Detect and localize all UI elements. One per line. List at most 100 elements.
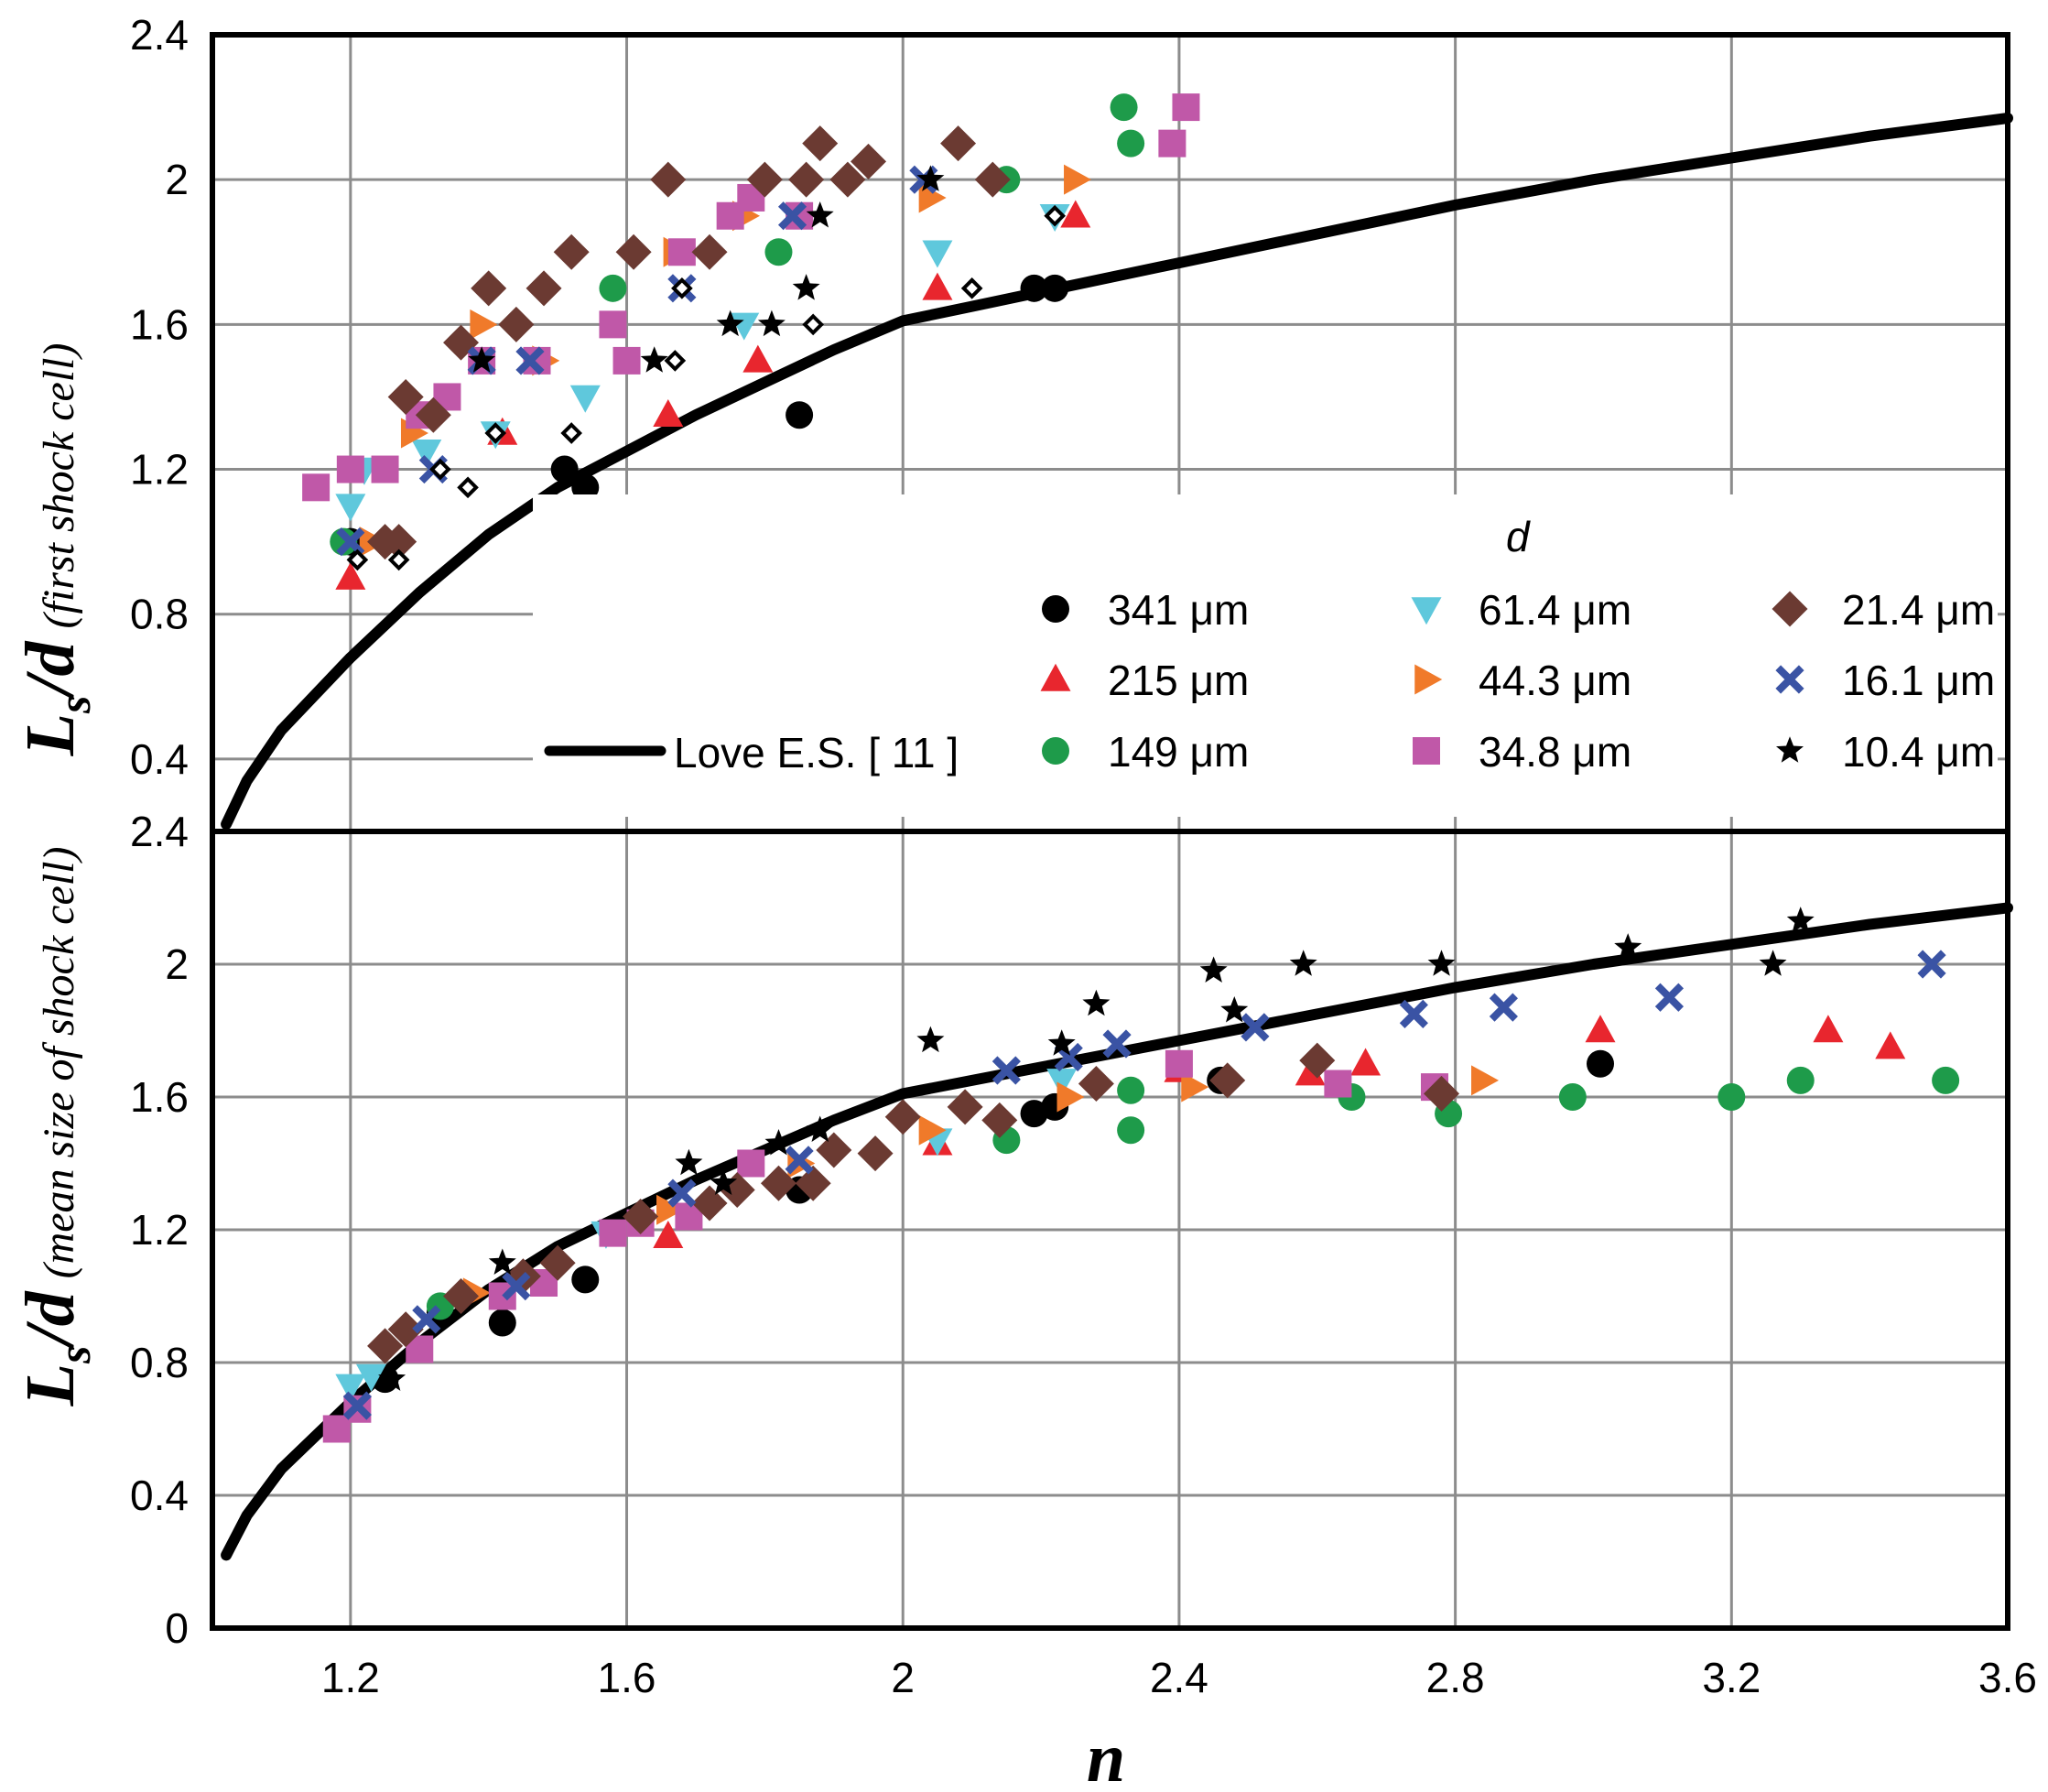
legend-marker-16-1 [1775,665,1804,694]
love-curve-bottom [221,902,2013,1561]
data-point-149 [1786,1066,1815,1094]
data-point-341 [1020,1100,1048,1128]
data-point-61-4 [1046,1069,1078,1097]
y-tick-label: 2.4 [130,808,189,855]
data-point-149 [1932,1066,1960,1094]
data-point-21-4 [381,524,417,560]
data-point-10-4 [1199,956,1228,983]
y-ticks-bottom: 0 0.4 0.8 1.2 1.6 2 2.4 [130,808,189,1652]
data-point-21-4 [553,234,590,270]
legend-label: 44.3 μm [1479,657,1631,704]
data-point-149 [1558,1083,1587,1111]
data-point-149 [599,274,627,302]
data-point-10-4 [468,346,496,373]
data-point-10-4 [1220,996,1249,1023]
data-point-16-1 [1241,1013,1270,1042]
data-point-open-diamonds [671,277,693,299]
y-tick-label: 0 [165,1604,189,1652]
y-tick-label: 0.4 [130,1472,189,1519]
data-point-16-1 [785,1146,814,1175]
plot-frame [210,829,2010,1631]
legend-label: 215 μm [1108,657,1249,704]
data-point-16-1 [1917,950,1946,979]
data-point-21-4 [615,234,652,270]
x-ticks: 1.2 1.6 2 2.4 2.8 3.2 3.6 [321,1654,2037,1701]
data-point-10-4 [1289,950,1317,976]
data-point-21-4 [1424,1075,1460,1112]
data-point-341 [550,455,579,483]
data-point-16-1 [1654,983,1685,1012]
x-tick-label: 1.6 [598,1654,656,1701]
data-point-21-4 [526,270,562,307]
data-point-10-4 [1759,950,1787,976]
y-label-bottom-paren: (mean size of shock cell) [35,847,83,1279]
data-point-61-4 [335,1374,366,1402]
data-point-149 [1117,1076,1145,1104]
data-point-open-diamonds [429,458,451,481]
points-bottom [322,907,1960,1443]
data-point-215 [653,1221,684,1248]
data-point-34-8 [667,238,696,266]
legend-marker-61-4 [1411,597,1442,625]
data-point-61-4 [411,440,442,468]
data-point-10-4 [1047,1029,1076,1056]
x-tick-label: 2.8 [1426,1654,1485,1701]
love-curve-line [221,113,2013,831]
legend-title: d [1506,513,1531,560]
data-point-149 [1110,93,1138,122]
data-point-61-4 [335,494,366,522]
y-tick-label: 1.2 [130,446,189,494]
data-point-44-3 [918,182,947,213]
data-point-215 [1585,1015,1616,1043]
x-tick-label: 1.2 [321,1654,380,1701]
data-point-10-4 [716,310,744,337]
data-point-34-8 [1158,129,1187,157]
legend-marker-10-4 [1776,736,1804,763]
legend: d 341 μm 215 μm 149 μm 61.4 μm 44.3 μm 34.8 μ… [533,494,1998,817]
legend-label: 149 μm [1108,728,1249,776]
data-point-10-4 [764,1129,793,1156]
data-point-open-diamonds [664,350,687,372]
data-point-34-8 [302,473,330,502]
data-point-10-4 [1082,989,1111,1016]
x-tick-label: 2.4 [1150,1654,1208,1701]
data-point-21-4 [539,1244,576,1281]
data-point-341 [1587,1049,1615,1078]
data-point-21-4 [851,143,887,179]
data-point-215 [1813,1015,1844,1043]
points-top [302,93,1200,590]
svg-text:Ls/d(mean size of shock cell): Ls/d (mean size of shock cell) [12,847,100,1407]
data-point-215 [653,398,684,427]
data-point-215 [922,272,953,300]
data-point-34-8 [1165,1049,1193,1078]
data-point-10-4 [792,274,820,300]
y-tick-label: 0.4 [130,735,189,783]
y-label-top-sub: s [49,696,100,714]
data-point-16-1 [515,346,545,375]
data-point-21-4 [816,1132,852,1168]
data-point-10-4 [710,1168,738,1195]
data-point-16-1 [502,1272,531,1301]
legend-label: 10.4 μm [1842,728,1995,776]
data-point-21-4 [884,1099,921,1135]
y-label-top-rest: /d [12,640,89,700]
data-point-44-3 [1064,164,1092,195]
y-tick-label: 2.4 [130,11,189,59]
data-point-44-3 [656,1194,685,1225]
data-point-10-4 [806,1115,834,1142]
data-point-44-3 [1181,1071,1209,1102]
y-label-top-main: L [12,713,89,756]
data-point-44-3 [470,309,498,340]
data-point-21-4 [498,306,535,342]
data-point-21-4 [760,1165,796,1201]
data-point-10-4 [675,1148,703,1176]
data-point-215 [1875,1031,1906,1059]
data-point-215 [1350,1048,1382,1076]
legend-marker-341 [1042,595,1069,623]
data-point-21-4 [746,161,783,198]
data-point-16-1 [991,1056,1021,1085]
data-point-215 [742,344,774,373]
data-point-34-8 [336,455,364,483]
data-point-10-4 [488,1248,516,1275]
